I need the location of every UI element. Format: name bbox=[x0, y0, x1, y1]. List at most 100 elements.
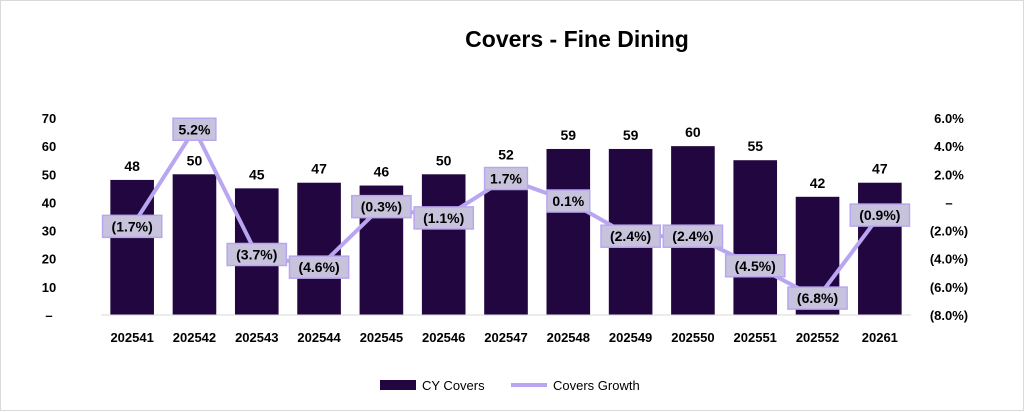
right-axis-tick-label: (6.0%) bbox=[930, 280, 968, 295]
left-axis-tick-label: 30 bbox=[42, 224, 56, 239]
x-axis-tick-label: 202543 bbox=[235, 330, 278, 345]
x-axis-tick-label: 202541 bbox=[110, 330, 153, 345]
line-data-label: 1.7% bbox=[483, 166, 529, 191]
bar-value-label: 50 bbox=[436, 152, 452, 168]
chart-title: Covers - Fine Dining bbox=[465, 26, 689, 52]
bar-cy-covers bbox=[297, 182, 341, 315]
line-data-label-box bbox=[546, 189, 591, 213]
bar-cy-covers bbox=[172, 174, 217, 315]
x-axis-tick-label: 202542 bbox=[173, 330, 216, 345]
left-axis-tick-label: 60 bbox=[42, 139, 56, 154]
left-axis-tick-label: – bbox=[45, 308, 52, 323]
line-data-label-text: (1.1%) bbox=[423, 210, 464, 226]
line-data-label: (0.3%) bbox=[351, 194, 412, 219]
left-axis: – 10 20 30 40 50 60 70 bbox=[42, 111, 56, 323]
bar-labels: 48 50 45 47 46 50 52 59 59 60 55 42 47 bbox=[124, 124, 887, 191]
line-data-label: (0.9%) bbox=[849, 203, 911, 227]
line-data-label-text: (1.7%) bbox=[112, 218, 153, 234]
line-data-label-text: (3.7%) bbox=[236, 246, 277, 262]
line-data-label-text: 5.2% bbox=[179, 121, 211, 137]
line-data-label: (1.7%) bbox=[101, 214, 163, 239]
right-axis-tick-label: 6.0% bbox=[934, 111, 964, 126]
line-data-label: (4.6%) bbox=[288, 255, 350, 279]
bar-cy-covers bbox=[733, 160, 778, 315]
line-data-label: 0.1% bbox=[546, 189, 591, 213]
bar-value-label: 42 bbox=[810, 175, 826, 191]
line-data-label-box bbox=[662, 224, 724, 248]
bar-cy-covers bbox=[484, 168, 528, 315]
bar-cy-covers bbox=[421, 174, 466, 315]
line-data-label: (1.1%) bbox=[413, 206, 475, 230]
line-data-label-text: (4.6%) bbox=[298, 259, 339, 275]
line-data-label-box bbox=[351, 194, 412, 219]
line-data-label-box bbox=[101, 214, 163, 239]
left-axis-tick-label: 50 bbox=[42, 167, 56, 182]
x-axis-tick-label: 202544 bbox=[297, 330, 341, 345]
right-axis: (8.0%) (6.0%) (4.0%) (2.0%) – 2.0% 4.0% 6.0% bbox=[930, 111, 968, 323]
right-axis-tick-label: (8.0%) bbox=[930, 308, 968, 323]
line-data-label-text: (2.4%) bbox=[610, 228, 651, 244]
bar-value-label: 46 bbox=[374, 164, 390, 180]
left-axis-tick-label: 40 bbox=[42, 195, 56, 210]
line-data-label: (4.5%) bbox=[724, 254, 786, 278]
right-axis-tick-label: 4.0% bbox=[934, 139, 964, 154]
left-axis-tick-label: 20 bbox=[42, 252, 56, 267]
line-data-label-text: 1.7% bbox=[490, 171, 522, 187]
line-data-label-text: (0.9%) bbox=[859, 207, 900, 223]
line-data-label-box bbox=[483, 166, 529, 191]
x-axis-tick-label: 202551 bbox=[734, 330, 777, 345]
bar-value-label: 60 bbox=[685, 124, 701, 140]
x-axis: 202541 202542 202543 202544 202545 202546 2025… bbox=[101, 314, 911, 345]
x-axis-tick-label: 202548 bbox=[547, 330, 590, 345]
line-data-label: (3.7%) bbox=[226, 242, 288, 267]
bar-cy-covers bbox=[858, 182, 902, 315]
right-axis-tick-label: (4.0%) bbox=[930, 252, 968, 267]
bar-value-label: 50 bbox=[187, 152, 203, 168]
line-labels: (1.7%) 5.2% (3.7%) (4.6%) (0.3%) (1.1%) 1.7% 0.… bbox=[101, 117, 911, 310]
line-data-label: (2.4%) bbox=[600, 224, 661, 248]
bar-value-label: 47 bbox=[311, 161, 327, 177]
bar-value-label: 47 bbox=[872, 161, 888, 177]
right-axis-tick-label: (2.0%) bbox=[930, 224, 968, 239]
bar-cy-covers bbox=[546, 148, 591, 315]
legend-label-cy-covers: CY Covers bbox=[422, 378, 485, 393]
line-data-label-box bbox=[288, 255, 350, 279]
left-axis-tick-label: 10 bbox=[42, 280, 56, 295]
line-data-label-box bbox=[413, 206, 475, 230]
line-data-label-text: (6.8%) bbox=[797, 290, 838, 306]
legend: CY Covers Covers Growth bbox=[380, 378, 640, 393]
x-axis-tick-label: 202546 bbox=[422, 330, 465, 345]
right-axis-tick-label: – bbox=[945, 195, 952, 210]
x-axis-tick-label: 202550 bbox=[671, 330, 714, 345]
line-data-label-text: 0.1% bbox=[552, 193, 584, 209]
right-axis-tick-label: 2.0% bbox=[934, 167, 964, 182]
bar-value-label: 59 bbox=[623, 127, 639, 143]
bar-value-label: 48 bbox=[124, 158, 140, 174]
x-axis-tick-label: 202547 bbox=[484, 330, 527, 345]
legend-label-covers-growth: Covers Growth bbox=[553, 378, 640, 393]
x-axis-tick-label: 20261 bbox=[862, 330, 898, 345]
line-data-label-box bbox=[849, 203, 911, 227]
line-data-label-text: (0.3%) bbox=[361, 199, 402, 215]
line-data-label: (2.4%) bbox=[662, 224, 724, 248]
line-data-label-text: (4.5%) bbox=[735, 258, 776, 274]
x-axis-tick-label: 202545 bbox=[360, 330, 403, 345]
line-data-label-box bbox=[600, 224, 661, 248]
bar-value-label: 59 bbox=[561, 127, 577, 143]
line-data-label-box bbox=[787, 286, 848, 310]
bar-value-label: 55 bbox=[747, 138, 763, 154]
line-data-label-box bbox=[172, 117, 217, 142]
legend-swatch-cy-covers bbox=[380, 380, 416, 390]
line-data-label-text: (2.4%) bbox=[672, 228, 713, 244]
x-axis-tick-label: 202552 bbox=[796, 330, 839, 345]
bar-value-label: 45 bbox=[249, 166, 265, 182]
left-axis-tick-label: 70 bbox=[42, 111, 56, 126]
line-data-label-box bbox=[226, 242, 288, 267]
bar-value-label: 52 bbox=[498, 147, 514, 163]
line-data-label-box bbox=[724, 254, 786, 278]
line-data-label: 5.2% bbox=[172, 117, 217, 142]
line-data-label: (6.8%) bbox=[787, 286, 848, 310]
x-axis-tick-label: 202549 bbox=[609, 330, 652, 345]
